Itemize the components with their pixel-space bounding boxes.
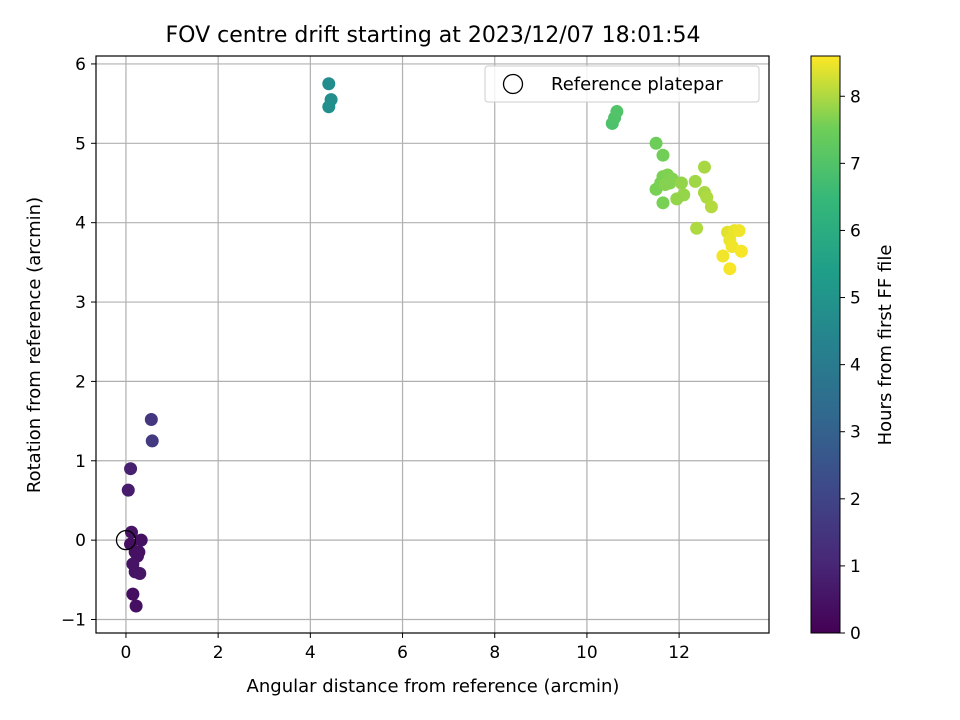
x-tick-label: 12 — [668, 643, 690, 663]
colorbar-ticks: 0 1 2 3 4 5 6 7 8 — [840, 87, 861, 644]
legend: Reference platepar — [484, 65, 760, 103]
y-tick-label: 0 — [75, 531, 86, 551]
colorbar-tick-label: 8 — [850, 87, 861, 107]
x-tick-label: 10 — [576, 643, 598, 663]
scatter-point — [132, 545, 146, 559]
scatter-point — [129, 599, 143, 613]
scatter-point — [697, 160, 711, 174]
y-tick-label: −1 — [61, 611, 86, 631]
scatter-point — [734, 244, 748, 258]
legend-marker — [502, 73, 524, 95]
scatter-point — [656, 148, 670, 162]
scatter-point — [144, 413, 158, 427]
colorbar-tick-label: 0 — [850, 624, 861, 644]
x-tick-label: 2 — [213, 643, 224, 663]
grid — [96, 56, 769, 633]
scatter-point — [610, 105, 624, 119]
scatter-point — [134, 533, 148, 547]
scatter-point — [124, 462, 138, 476]
x-tick-label: 8 — [489, 643, 500, 663]
x-tick-label: 6 — [397, 643, 408, 663]
colorbar-tick-label: 4 — [850, 356, 861, 376]
y-tick-label: 1 — [75, 452, 86, 472]
scatter-points — [115, 77, 748, 613]
scatter-point — [732, 224, 746, 238]
reference-point — [115, 529, 137, 551]
scatter-point — [322, 100, 336, 114]
colorbar-tick-label: 6 — [850, 221, 861, 241]
y-tick-label: 5 — [75, 134, 86, 154]
scatter-point — [133, 566, 147, 580]
y-axis-label: Rotation from reference (arcmin) — [24, 197, 45, 493]
y-axis-ticks: −1 0 1 2 3 4 5 6 — [61, 55, 96, 631]
legend-label: Reference platepar — [551, 74, 723, 95]
scatter-point — [322, 77, 336, 91]
scatter-point — [649, 136, 663, 150]
y-tick-label: 4 — [75, 214, 86, 234]
scatter-point — [121, 483, 135, 497]
scatter-point — [656, 196, 670, 210]
colorbar-tick-label: 5 — [850, 289, 861, 309]
colorbar-tick-label: 2 — [850, 490, 861, 510]
scatter-point — [690, 221, 704, 235]
scatter-point — [670, 192, 684, 206]
x-tick-label: 0 — [121, 643, 132, 663]
y-tick-label: 3 — [75, 293, 86, 313]
legend-box — [484, 65, 760, 103]
colorbar-label: Hours from first FF file — [875, 245, 896, 446]
y-tick-label: 2 — [75, 372, 86, 392]
x-axis-label: Angular distance from reference (arcmin) — [247, 676, 620, 697]
colorbar-tick-label: 1 — [850, 557, 861, 577]
x-axis-ticks: 0 2 4 6 8 10 12 — [121, 633, 690, 663]
x-tick-label: 4 — [305, 643, 316, 663]
colorbar — [810, 55, 841, 634]
scatter-point — [704, 200, 718, 214]
plot-frame — [95, 55, 770, 634]
scatter-point — [716, 249, 730, 263]
colorbar-tick-label: 7 — [850, 154, 861, 174]
scatter-point — [688, 174, 702, 188]
y-tick-label: 6 — [75, 55, 86, 75]
scatter-point — [723, 262, 737, 276]
colorbar-tick-label: 3 — [850, 423, 861, 443]
scatter-point — [674, 176, 688, 190]
scatter-point — [663, 176, 677, 190]
chart-title: FOV centre drift starting at 2023/12/07 … — [166, 23, 701, 48]
scatter-point — [126, 587, 140, 601]
scatter-point — [145, 434, 159, 448]
